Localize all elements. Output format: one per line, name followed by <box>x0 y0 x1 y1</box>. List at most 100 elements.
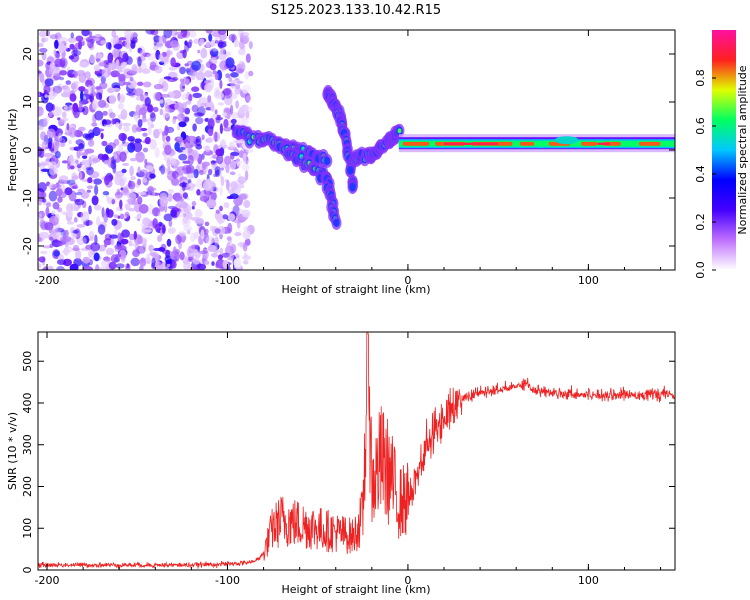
noise-blob <box>49 34 59 40</box>
noise-blob <box>86 189 91 193</box>
noise-blob <box>91 195 99 206</box>
noise-blob <box>175 234 182 245</box>
noise-blob <box>43 37 49 42</box>
noise-blob <box>244 117 251 121</box>
noise-blob <box>83 88 89 94</box>
noise-blob <box>136 126 143 132</box>
noise-blob <box>244 106 253 113</box>
noise-blob <box>243 252 248 258</box>
snr-y-tick-label: 200 <box>21 476 34 497</box>
noise-blob <box>73 216 78 223</box>
carrier-peak <box>597 142 611 145</box>
noise-blob <box>148 244 154 252</box>
noise-blob <box>243 200 251 208</box>
noise-blob <box>57 196 63 203</box>
noise-blob <box>78 86 86 92</box>
noise-blob <box>174 31 184 36</box>
noise-blob <box>49 110 53 117</box>
noise-blob <box>166 263 171 268</box>
noise-blob <box>167 189 175 194</box>
noise-blob <box>245 95 252 102</box>
noise-blob <box>226 179 230 191</box>
noise-blob <box>111 118 116 125</box>
noise-blob <box>179 182 189 188</box>
noise-blob <box>90 91 97 96</box>
noise-blob <box>210 103 215 112</box>
noise-blob <box>142 147 149 153</box>
noise-blob <box>171 30 178 38</box>
noise-blob <box>57 117 61 121</box>
branch-mark <box>333 218 340 228</box>
noise-blob <box>75 35 84 42</box>
noise-blob <box>81 30 90 37</box>
noise-blob <box>75 249 82 260</box>
noise-blob <box>114 244 122 250</box>
noise-blob <box>153 128 160 139</box>
noise-blob <box>164 125 169 136</box>
noise-blob <box>182 85 185 89</box>
colorbar-label: Normalized spectral amplitude <box>736 65 749 234</box>
noise-blob <box>191 248 199 254</box>
noise-blob <box>214 72 219 81</box>
snr-ticks: -200 -100 0 100 0 100 200 300 400 500 <box>21 332 675 587</box>
noise-blob <box>212 186 217 192</box>
noise-blob <box>85 244 93 250</box>
noise-blob <box>69 93 77 102</box>
noise-blob <box>136 245 146 254</box>
noise-blob <box>226 257 235 261</box>
branch-mark <box>324 156 331 166</box>
noise-blob <box>195 117 204 125</box>
noise-blob <box>119 213 124 220</box>
branch-mark <box>347 166 354 175</box>
noise-blob <box>223 144 228 149</box>
noise-blob <box>195 143 203 150</box>
noise-blob <box>56 242 64 247</box>
noise-blob <box>128 70 138 74</box>
noise-blob <box>234 140 244 144</box>
noise-blob <box>79 171 83 181</box>
noise-blob <box>115 254 122 258</box>
noise-blob <box>130 176 136 181</box>
noise-blob <box>93 178 102 185</box>
noise-blob <box>111 48 119 59</box>
noise-blob <box>115 206 121 212</box>
noise-blob <box>115 263 125 269</box>
noise-blob <box>82 256 91 264</box>
spectrogram-x-axis-title: Height of straight line (km) <box>281 283 430 296</box>
noise-blob <box>94 34 102 39</box>
noise-blob <box>118 144 124 154</box>
noise-blob <box>178 153 188 161</box>
noise-blob <box>237 173 242 179</box>
noise-blob <box>87 84 92 94</box>
noise-blob <box>127 79 137 89</box>
noise-blob <box>234 160 244 164</box>
noise-blob <box>223 202 230 209</box>
noise-blob <box>120 109 128 120</box>
noise-blob <box>122 52 129 63</box>
noise-blob <box>120 238 129 245</box>
noise-blob <box>150 112 156 122</box>
branch-core <box>397 128 402 134</box>
noise-blob <box>238 48 246 56</box>
noise-blob <box>50 229 61 239</box>
noise-blob <box>210 49 214 57</box>
noise-blob <box>100 40 107 45</box>
noise-blob <box>170 157 177 165</box>
noise-blob <box>96 216 101 227</box>
noise-blob <box>204 221 210 227</box>
colorbar-ticks: 0.0 0.2 0.4 0.6 0.8 <box>694 69 716 279</box>
noise-blob <box>61 235 72 243</box>
noise-blob <box>200 48 208 59</box>
snr-x-tick-label: -100 <box>215 574 240 587</box>
noise-blob <box>227 222 233 234</box>
noise-blob <box>137 191 146 196</box>
noise-blob <box>88 31 93 37</box>
noise-blob <box>204 83 213 93</box>
noise-blob <box>49 148 54 152</box>
noise-blob <box>123 125 130 132</box>
noise-blob <box>105 247 115 256</box>
noise-blob <box>167 165 171 176</box>
noise-blob <box>199 169 205 175</box>
noise-blob <box>204 145 211 153</box>
noise-blob <box>135 151 145 163</box>
